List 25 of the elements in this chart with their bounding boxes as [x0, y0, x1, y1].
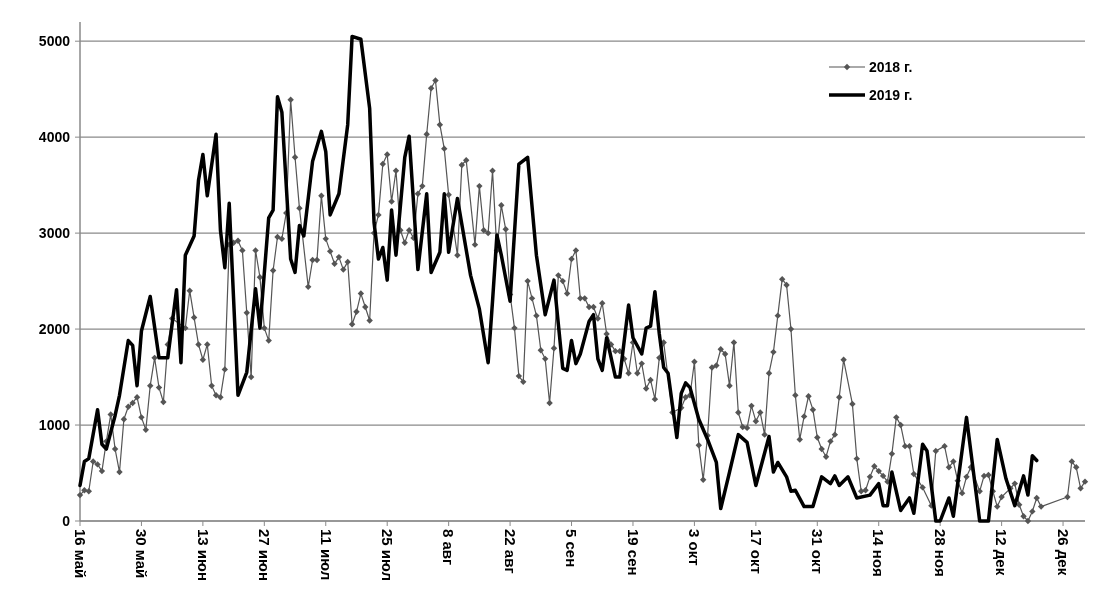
legend-label: 2018 г. — [869, 58, 913, 75]
x-tick-label: 27 июн — [256, 529, 274, 581]
x-tick-label: 13 июн — [194, 529, 212, 581]
legend-label: 2019 г. — [869, 86, 913, 103]
x-tick-label: 25 июл — [378, 529, 396, 582]
y-tick-label: 2000 — [38, 320, 71, 337]
y-tick-label: 1000 — [38, 416, 71, 433]
x-tick-label: 26 дек — [1054, 529, 1072, 576]
x-tick-label: 19 сен — [624, 529, 642, 576]
x-tick-label: 5 сен — [563, 529, 581, 568]
x-tick-label: 11 июл — [317, 529, 335, 581]
x-tick-label: 8 авг — [440, 529, 458, 566]
x-tick-label: 17 окт — [747, 529, 765, 574]
y-tick-label: 3000 — [38, 225, 71, 242]
x-tick-label: 28 ноя — [931, 529, 949, 577]
x-tick-label: 14 ноя — [870, 529, 888, 577]
x-tick-label: 3 окт — [686, 529, 704, 566]
x-tick-label: 16 май — [71, 529, 89, 579]
y-tick-label: 0 — [62, 512, 71, 529]
x-tick-label: 31 окт — [809, 529, 827, 574]
x-tick-label: 30 май — [133, 529, 151, 579]
y-tick-label: 4000 — [38, 129, 71, 146]
x-tick-label: 12 дек — [993, 529, 1011, 576]
y-tick-label: 5000 — [38, 33, 71, 50]
x-tick-label: 22 авг — [501, 529, 519, 574]
